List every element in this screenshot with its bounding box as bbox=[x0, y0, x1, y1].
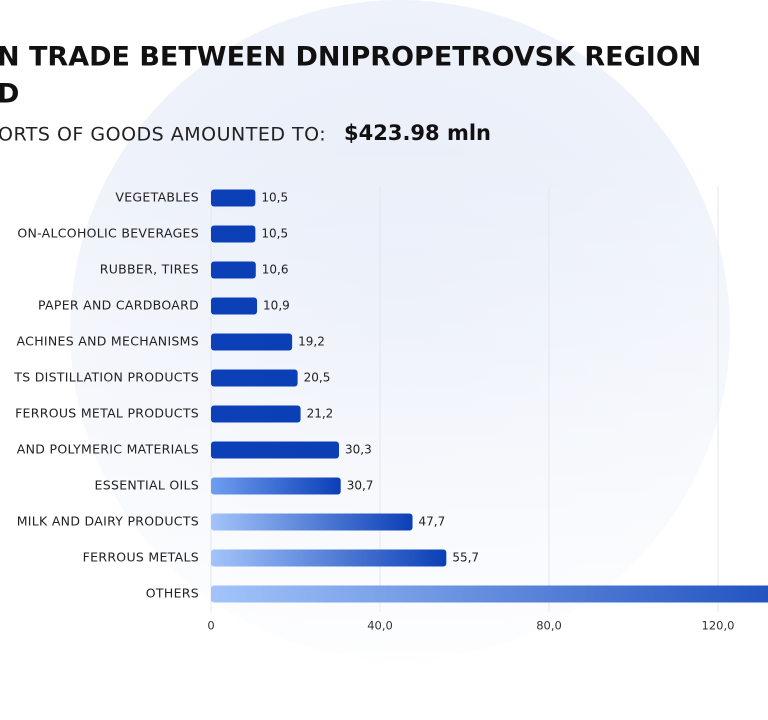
category-label: FERROUS METAL PRODUCTS bbox=[15, 406, 199, 421]
bar bbox=[211, 441, 340, 459]
bar bbox=[211, 549, 447, 567]
category-label: ESSENTIAL OILS bbox=[95, 478, 199, 493]
category-label: TS DISTILLATION PRODUCTS bbox=[13, 370, 199, 385]
title-line: D bbox=[0, 79, 19, 110]
value-label: 10,5 bbox=[261, 191, 288, 205]
bar bbox=[211, 189, 256, 207]
value-label: 55,7 bbox=[452, 551, 479, 565]
category-label: ACHINES AND MECHANISMS bbox=[17, 334, 199, 349]
plot: 0 40,0 80,0 120,0 VEGETABLES 10,5 ON-ALCOHOLIC… bbox=[13, 186, 768, 633]
category-label: FERROUS METALS bbox=[83, 550, 199, 565]
bar bbox=[211, 405, 301, 423]
bar bbox=[211, 477, 341, 495]
value-label: 19,2 bbox=[298, 335, 325, 349]
value-label: 21,2 bbox=[307, 407, 334, 421]
category-label: ON-ALCOHOLIC BEVERAGES bbox=[17, 226, 199, 241]
value-label: 47,7 bbox=[419, 515, 446, 529]
subtitle-value: $423.98 mln bbox=[344, 121, 491, 145]
bar bbox=[211, 333, 293, 351]
x-tick-label: 120,0 bbox=[702, 619, 735, 633]
category-label: PAPER AND CARDBOARD bbox=[38, 298, 199, 313]
category-label: MILK AND DAIRY PRODUCTS bbox=[17, 514, 199, 529]
category-label: VEGETABLES bbox=[115, 190, 199, 205]
bar bbox=[211, 297, 258, 315]
value-label: 10,5 bbox=[261, 227, 288, 241]
category-label: RUBBER, TIRES bbox=[100, 262, 199, 277]
bar bbox=[211, 369, 298, 387]
value-label: 30,3 bbox=[345, 443, 372, 457]
value-label: 10,9 bbox=[263, 299, 290, 313]
value-label: 10,6 bbox=[262, 263, 289, 277]
x-tick-label: 40,0 bbox=[367, 619, 393, 633]
x-tick-label: 0 bbox=[207, 619, 214, 633]
bar bbox=[211, 585, 768, 603]
value-label: 30,7 bbox=[347, 479, 374, 493]
category-label: OTHERS bbox=[146, 586, 199, 601]
category-label: AND POLYMERIC MATERIALS bbox=[17, 442, 199, 457]
background-fade bbox=[0, 140, 768, 720]
value-label: 20,5 bbox=[304, 371, 331, 385]
title-line: N TRADE BETWEEN DNIPROPETROVSK REGION bbox=[0, 42, 701, 73]
bar bbox=[211, 225, 256, 243]
bar bbox=[211, 261, 256, 279]
bar bbox=[211, 513, 413, 531]
x-tick-label: 80,0 bbox=[536, 619, 562, 633]
subtitle: ORTS OF GOODS AMOUNTED TO: bbox=[0, 124, 326, 146]
